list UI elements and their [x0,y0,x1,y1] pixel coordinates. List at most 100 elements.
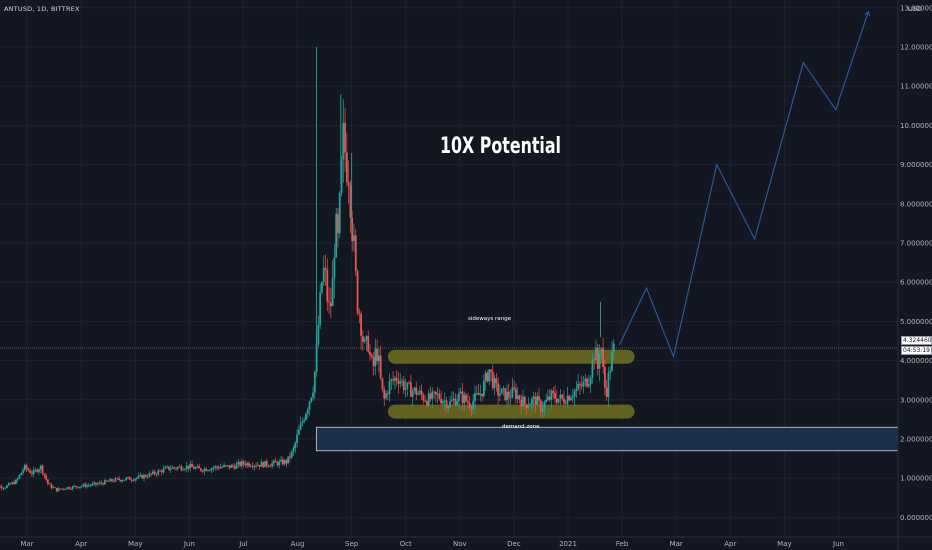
candle-body [326,269,329,302]
candle-body [381,378,384,390]
candle-body [427,393,430,406]
candle-body [283,460,286,465]
candle-body [598,353,601,369]
candle-body [301,421,304,424]
candle-body [278,461,281,466]
candle-body [148,473,151,477]
candle-body [534,396,537,405]
candle-body [511,387,514,398]
candle-body [242,461,245,464]
candle-body [395,377,398,381]
candle-body [353,235,355,242]
candle-body [531,398,533,405]
candle-body [554,392,556,399]
y-tick-label: 7.00000000 [900,240,932,248]
candle-body [107,481,110,482]
candle-body [481,393,483,397]
candle-body [500,388,503,394]
candle-body [55,487,58,492]
candle-body [575,388,578,391]
candle-body [361,335,364,342]
candle-body [80,486,83,487]
candle-body [141,474,144,479]
candle-body [458,393,460,401]
candle-body [96,483,99,485]
x-tick-label: Nov [453,540,467,548]
y-tick-label: 3.00000000 [900,396,932,404]
candle-body [397,380,400,384]
candle-body [593,359,596,361]
candle-body [488,369,491,382]
candle-body [22,470,24,473]
candle-body [365,336,368,340]
candle-body [27,468,30,471]
candle-body [463,394,466,404]
candle-body [520,399,523,407]
candle-body [417,393,419,395]
candle-body [13,482,15,485]
candle-body [9,483,12,485]
candle-body [47,479,49,484]
candle-body [75,486,78,488]
candle-body [589,377,592,385]
candle-body [440,398,443,404]
candle-body [171,467,174,469]
candle-body [86,485,88,487]
candle-timer-badge: 04:53:19 [901,346,932,355]
candle-body [550,390,553,400]
candle-body [317,324,320,345]
candle-body [150,473,153,475]
candle-body [102,483,104,485]
candle-body [539,400,542,412]
candle-body [226,465,229,467]
y-tick-label: 1.00000000 [900,475,932,483]
candle-body [82,484,85,487]
candle-body [602,348,605,368]
candle-body [431,391,434,399]
candle-body [303,419,306,422]
candle-body [443,400,446,402]
candle-body [18,475,21,479]
candle-body [413,387,416,391]
candle-body [547,396,549,400]
candle-body [116,478,119,480]
candle-body [235,464,238,469]
candle-body [422,395,425,401]
candle-body [529,404,532,406]
candle-body [50,484,53,489]
candle-body [388,381,391,395]
candle-body [297,429,300,435]
candle-body [410,382,412,397]
candle-body [452,398,455,400]
candle-body [103,480,106,485]
candle-body [369,351,371,356]
projection-arrowhead [864,10,871,17]
candle-body [545,399,548,403]
candle-body [0,486,3,489]
candle-body [497,383,500,396]
candle-body [118,478,120,481]
candle-body [379,355,382,379]
candle-body [260,462,263,467]
candle-body [153,471,156,474]
candle-body [4,487,7,489]
candle-body [128,477,131,480]
candle-body [73,486,76,487]
candle-body [223,465,225,467]
candle-body [383,389,386,399]
candle-body [498,393,501,396]
candle-body [490,369,492,372]
candle-body [237,462,240,465]
candle-body [450,399,453,401]
candle-body [135,477,138,479]
candle-body [557,398,560,403]
candle-body [71,486,74,489]
candle-body [351,217,354,242]
candle-body [356,270,359,313]
candle-body [130,479,133,481]
candle-body [358,312,361,315]
demand-zone-label: demand zone [502,424,540,430]
candle-body [482,381,485,397]
